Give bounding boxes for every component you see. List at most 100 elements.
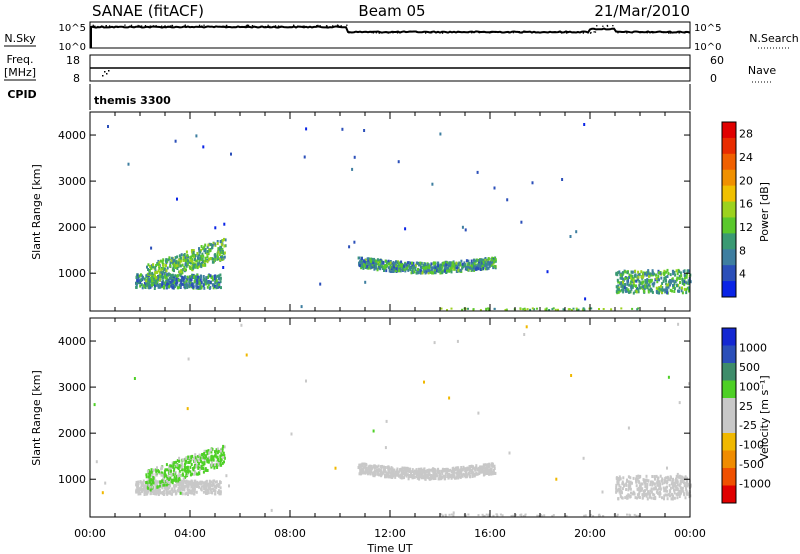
scatter-cell	[173, 269, 175, 273]
scatter-cell	[429, 264, 432, 268]
scatter-cell	[135, 480, 138, 484]
scatter-cell	[217, 283, 220, 287]
scatter-cell	[378, 469, 381, 473]
scatter-cell	[647, 490, 650, 494]
scatter-cell	[223, 222, 226, 226]
scatter-cell	[178, 470, 181, 473]
scatter-cell	[184, 284, 187, 288]
scatter-cell	[388, 262, 390, 266]
scatter-cell	[215, 448, 218, 452]
scatter-cell	[675, 487, 678, 491]
scatter-cell	[360, 266, 363, 270]
scatter-cell	[215, 459, 218, 463]
scatter-cell	[363, 462, 366, 466]
scatter-cell	[678, 489, 681, 493]
scatter-cell	[448, 268, 451, 272]
scatter-cell	[206, 252, 209, 256]
scatter-cell	[192, 456, 195, 460]
scatter-cell	[185, 264, 188, 268]
scatter-cell	[583, 123, 586, 126]
scatter-cell	[178, 258, 181, 262]
scatter-cell	[145, 483, 148, 487]
scatter-cell	[220, 242, 223, 246]
scatter-cell	[203, 286, 206, 290]
scatter-cell	[374, 263, 377, 267]
scatter-cell	[646, 270, 649, 274]
scatter-cell	[644, 285, 647, 289]
scatter-cell	[462, 465, 465, 469]
scatter-cell	[477, 411, 480, 415]
scatter-cell	[191, 283, 194, 287]
scatter-cell	[626, 271, 629, 275]
scatter-cell	[206, 285, 209, 289]
scatter-cell	[643, 479, 646, 483]
scatter-cell	[140, 490, 143, 494]
scatter-cell	[617, 280, 620, 284]
nsearch-dot	[152, 25, 155, 27]
scatter-cell	[679, 476, 682, 480]
scatter-cell	[192, 468, 195, 472]
scatter-cell	[524, 309, 527, 312]
scatter-cell	[366, 261, 369, 265]
scatter-cell	[486, 472, 489, 475]
scatter-cell	[369, 464, 372, 468]
scatter-cell	[414, 470, 417, 474]
scatter-cell	[158, 490, 161, 494]
scatter-cell	[222, 451, 225, 455]
scatter-cell	[417, 474, 420, 478]
scatter-cell	[488, 463, 491, 467]
scatter-cell	[195, 465, 198, 469]
scatter-cell	[206, 245, 209, 249]
scatter-cell	[452, 264, 455, 268]
scatter-cell	[196, 266, 199, 270]
scatter-cell	[552, 514, 555, 517]
scatter-cell	[619, 485, 622, 489]
scatter-cell	[362, 468, 364, 471]
scatter-cell	[137, 480, 140, 484]
scatter-cell	[206, 457, 209, 461]
scatter-cell	[204, 243, 207, 247]
scatter-cell	[183, 465, 186, 469]
scatter-cell	[189, 473, 192, 477]
scatter-cell	[170, 464, 173, 468]
scatter-cell	[136, 279, 139, 282]
scatter-cell	[676, 276, 679, 280]
scatter-cell	[147, 272, 150, 276]
scatter-cell	[411, 263, 414, 267]
scatter-cell	[657, 275, 660, 278]
scatter-cell	[188, 490, 191, 494]
scatter-cell	[205, 479, 208, 483]
scatter-cell	[184, 256, 187, 260]
scatter-cell	[193, 279, 196, 283]
scatter-cell	[175, 463, 178, 467]
scatter-cell	[529, 308, 532, 311]
scatter-cell	[143, 277, 146, 281]
nsearch-dot	[524, 31, 526, 33]
nsearch-dot	[586, 31, 589, 33]
scatter-cell	[377, 261, 380, 265]
scatter-cell	[471, 475, 474, 478]
scatter-cell	[450, 270, 453, 274]
scatter-cell	[688, 382, 690, 386]
scatter-cell	[663, 277, 666, 280]
scatter-cell	[187, 483, 190, 487]
scatter-cell	[218, 482, 221, 486]
scatter-cell	[215, 480, 218, 484]
scatter-cell	[183, 485, 186, 489]
scatter-cell	[150, 276, 153, 280]
colorbar-segment	[722, 249, 736, 266]
scatter-cell	[680, 491, 682, 495]
scatter-cell	[460, 473, 463, 477]
scatter-cell	[160, 473, 163, 477]
scatter-cell	[174, 266, 177, 269]
freq-tick-bottom: 8	[73, 72, 80, 85]
scatter-cell	[172, 469, 175, 473]
scatter-cell	[635, 484, 638, 488]
scatter-cell	[172, 281, 174, 285]
scatter-cell	[431, 468, 434, 472]
scatter-cell	[213, 484, 216, 488]
scatter-cell	[401, 267, 404, 271]
scatter-cell	[488, 469, 491, 473]
scatter-cell	[185, 279, 188, 283]
scatter-cell	[270, 508, 273, 512]
